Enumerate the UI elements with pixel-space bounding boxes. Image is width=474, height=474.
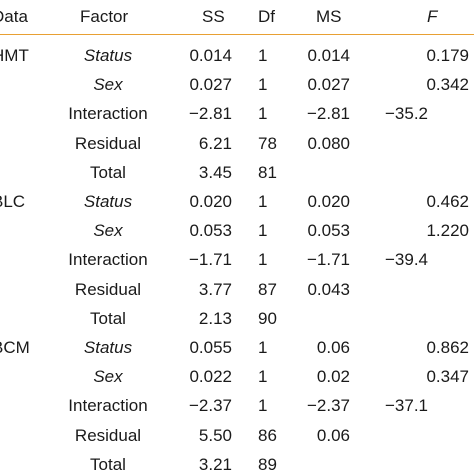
factor-cell: Total [90,455,126,474]
header-rule [0,34,474,35]
factor-cell: Status [83,192,133,211]
header-factor: Factor [80,7,129,26]
ss-cell: 0.053 [189,221,232,240]
ss-cell: 3.21 [198,455,232,474]
group-label: HMT [0,46,29,65]
ss-cell: 5.50 [198,426,232,445]
f-cell: 0.342 [426,75,469,94]
factor-cell: Status [83,46,133,65]
factor-cell: Sex [93,367,123,386]
f-cell: 1.220 [426,221,469,240]
header-data: Data [0,7,28,26]
ss-cell: 0.020 [189,192,232,211]
ms-cell: 0.027 [307,75,350,94]
f-cell: 0.179 [426,46,469,65]
df-cell: 78 [258,134,277,153]
ss-cell: 2.13 [198,309,232,328]
factor-cell: Total [90,163,126,182]
df-cell: 1 [258,192,268,211]
df-cell: 1 [258,250,268,269]
ms-cell: 0.043 [307,280,350,299]
factor-cell: Sex [93,75,123,94]
ms-cell: 0.053 [307,221,350,240]
ss-cell: −2.81 [188,104,232,123]
ms-cell: −2.37 [306,396,350,415]
factor-cell: Sex [93,221,123,240]
df-cell: 90 [258,309,277,328]
factor-cell: Interaction [68,104,148,123]
ss-cell: 0.027 [189,75,232,94]
ss-cell: 0.055 [189,338,232,357]
factor-cell: Residual [74,134,142,153]
df-cell: 1 [258,367,268,386]
df-cell: 1 [258,75,268,94]
ss-cell: 6.21 [198,134,232,153]
f-cell: 0.347 [426,367,469,386]
f-cell: −35.2 [385,104,429,123]
df-cell: 1 [258,396,268,415]
ms-cell: 0.020 [307,192,350,211]
factor-cell: Residual [74,280,142,299]
ms-cell: 0.06 [316,338,350,357]
header-df: Df [258,7,275,26]
factor-cell: Interaction [68,250,148,269]
factor-cell: Status [83,338,133,357]
ms-cell: 0.02 [316,367,350,386]
df-cell: 1 [258,338,268,357]
df-cell: 81 [258,163,277,182]
df-cell: 87 [258,280,277,299]
header-f: F [427,7,438,26]
header-ms: MS [316,7,342,26]
factor-cell: Residual [74,426,142,445]
ss-cell: 0.022 [189,367,232,386]
ss-cell: −1.71 [188,250,232,269]
df-cell: 1 [258,104,268,123]
f-cell: −39.4 [385,250,429,269]
ms-cell: −1.71 [306,250,350,269]
group-label: BLC [0,192,26,211]
f-cell: 0.862 [426,338,469,357]
f-cell: −37.1 [385,396,429,415]
f-cell: 0.462 [426,192,469,211]
ss-cell: 3.77 [198,280,232,299]
ss-cell: 3.45 [198,163,232,182]
factor-cell: Total [90,309,126,328]
ss-cell: −2.37 [188,396,232,415]
df-cell: 1 [258,46,268,65]
df-cell: 1 [258,221,268,240]
ms-cell: 0.06 [316,426,350,445]
ms-cell: −2.81 [306,104,350,123]
ms-cell: 0.014 [307,46,350,65]
df-cell: 86 [258,426,277,445]
header-ss: SS [202,7,225,26]
factor-cell: Interaction [68,396,148,415]
df-cell: 89 [258,455,277,474]
ms-cell: 0.080 [307,134,350,153]
ss-cell: 0.014 [189,46,232,65]
group-label: BCM [0,338,30,357]
